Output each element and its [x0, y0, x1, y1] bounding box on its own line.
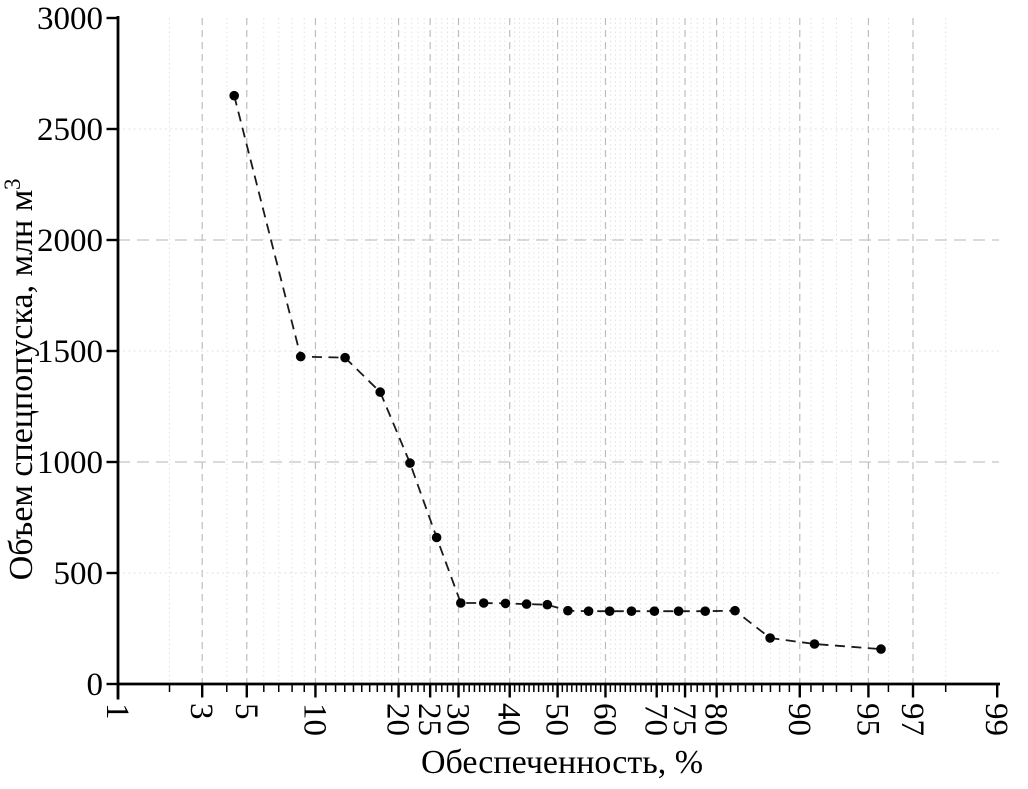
- data-point: [405, 458, 415, 468]
- x-tick-label: 3: [183, 703, 219, 720]
- x-tick-label: 70: [638, 703, 674, 736]
- data-point: [673, 606, 684, 616]
- data-point: [700, 606, 710, 616]
- data-point: [456, 598, 466, 608]
- data-point: [478, 598, 489, 608]
- data-point: [500, 598, 511, 609]
- data-point: [649, 606, 660, 616]
- y-axis-title-superscript: 3: [0, 179, 25, 191]
- x-tick-label: 99: [978, 703, 1014, 736]
- data-point: [542, 599, 553, 610]
- x-axis-title: Обеспеченность, %: [421, 744, 703, 781]
- y-tick-label: 3000: [37, 1, 103, 37]
- y-tick-label: 1500: [37, 334, 103, 370]
- minor-vertical-gridlines: [169, 18, 947, 683]
- x-tick-label: 20: [380, 703, 416, 736]
- x-tick-label: 50: [539, 703, 575, 736]
- data-point: [730, 605, 740, 616]
- data-point: [626, 606, 637, 616]
- y-tick-label: 0: [87, 667, 104, 703]
- data-point: [295, 351, 306, 362]
- x-tick-label: 30: [440, 703, 476, 736]
- x-tick-label: 10: [296, 703, 332, 736]
- x-tick-label: 5: [228, 703, 264, 720]
- y-tick-label: 2500: [37, 112, 103, 148]
- data-point: [340, 352, 350, 363]
- data-point: [876, 644, 886, 654]
- data-point: [431, 532, 442, 543]
- data-point: [521, 599, 532, 609]
- data-point: [375, 387, 386, 397]
- x-tick-label: 25: [411, 703, 447, 736]
- x-tick-label: 97: [894, 703, 930, 736]
- data-line: [233, 95, 882, 650]
- x-tick-label: 75: [666, 703, 702, 736]
- x-tick-label: 80: [698, 703, 734, 736]
- data-point: [583, 606, 594, 616]
- data-point: [765, 633, 775, 643]
- x-tick-label: 60: [586, 703, 622, 736]
- x-tick-label: 1: [99, 703, 135, 720]
- y-tick-label: 2000: [37, 223, 103, 259]
- data-point: [229, 90, 239, 101]
- y-tick-labels: 0 500 1000 1500 2000 2500 3000: [37, 1, 103, 703]
- x-tick-label: 90: [781, 703, 817, 736]
- data-point: [563, 605, 573, 616]
- data-point: [809, 639, 820, 649]
- y-axis-title: Объем спецпопуска, млн м: [3, 190, 40, 581]
- x-tick-label: 40: [491, 703, 527, 736]
- horizontal-gridlines: [118, 128, 999, 574]
- data-points: [229, 90, 886, 654]
- y-tick-label: 500: [54, 556, 104, 592]
- data-point: [604, 606, 615, 616]
- x-tick-label: 95: [849, 703, 885, 736]
- y-tick-label: 1000: [37, 445, 103, 481]
